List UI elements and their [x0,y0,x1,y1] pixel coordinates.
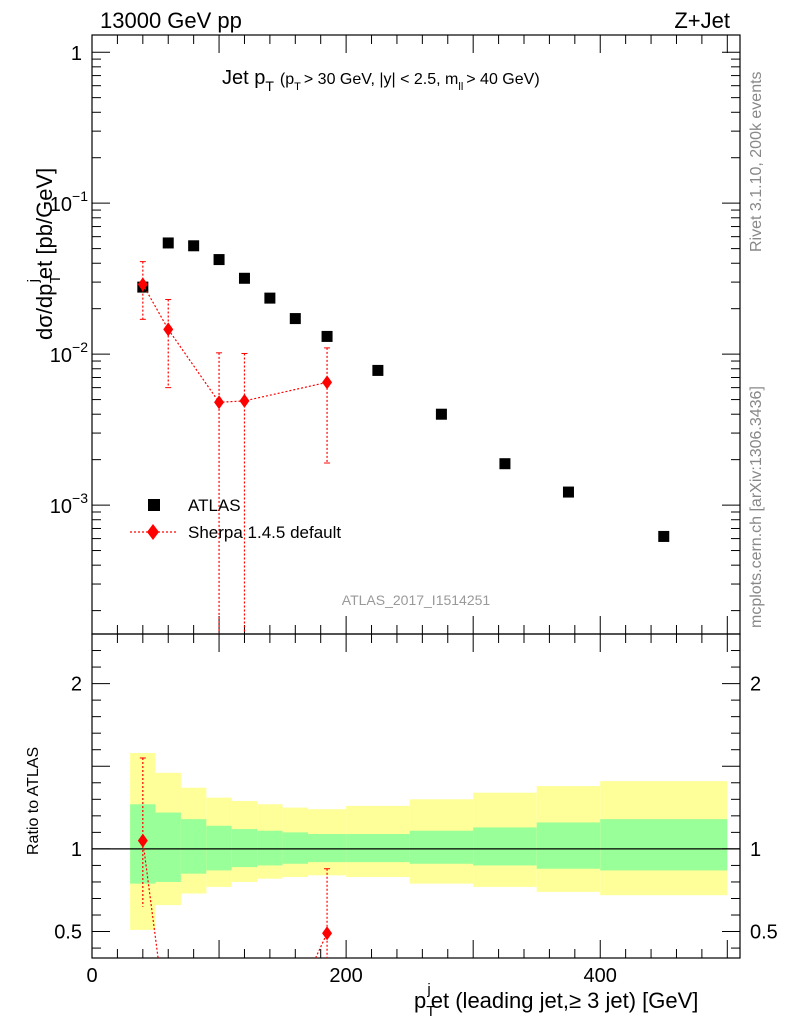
x-tick-label: 200 [329,965,362,987]
ratio-band-inner [231,829,258,868]
ratio-band-inner [206,825,232,871]
ratio-y-tick-label-right: 1 [750,839,761,861]
y-tick-label: 10−2 [50,339,88,367]
atlas-point [562,486,574,498]
ratio-band-inner [473,827,537,866]
atlas-point [289,313,301,325]
atlas-point [658,530,670,542]
ratio-y-tick-label-left: 1 [71,839,82,861]
sherpa-ratio-point [322,926,333,941]
sherpa-point [322,375,333,390]
ratio-band-inner [257,830,283,866]
process-label: Z+Jet [674,8,730,33]
ratio-panel: 0 200 400 0.5 0.5 1 1 2 2 [54,633,778,987]
legend-atlas-label: ATLAS [188,496,241,515]
sherpa-point [239,393,250,408]
atlas-point [321,330,333,342]
main-frame [91,34,741,635]
atlas-point [188,240,200,252]
y-tick-label: 1 [71,43,82,65]
x-axis-label: pTjet (leading jet,≥ 3 jet) [GeV] [414,981,698,1020]
ratio-y-axis-label: Ratio to ATLAS [25,747,42,855]
ratio-band-inner [600,819,728,871]
ratio-band-inner [180,819,207,874]
legend-sherpa-label: Sherpa 1.4.5 default [188,523,341,542]
sherpa-point [214,395,225,410]
plot-title: Jet pT (pT > 30 GeV, |y| < 2.5, mll > 40 Ge… [222,67,540,94]
ratio-y-tick-label-left: 0.5 [54,922,82,944]
y-tick-label: 10−1 [50,188,88,216]
rivet-version-label: Rivet 3.1.10, 200k events [748,71,765,252]
legend-sherpa-marker [147,524,159,540]
ratio-band-inner [282,832,308,864]
energy-label: 13000 GeV pp [100,8,242,33]
sherpa-ratio-line [315,932,328,959]
ratio-y-tick-label-right: 0.5 [750,922,778,944]
main-y-axis-label: dσ/dpTjet [pb/GeV] [25,168,64,340]
atlas-point [499,458,511,470]
ratio-band-inner [346,834,410,863]
atlas-point [162,237,174,249]
ratio-band-inner [409,830,474,864]
ratio-frame [91,633,741,959]
ratio-band-inner [155,812,181,882]
atlas-point [372,364,384,376]
mcplots-label: mcplots.cern.ch [arXiv:1306.3436] [748,386,765,628]
x-tick-label: 0 [86,965,97,987]
sherpa-line [142,284,328,403]
legend-atlas-marker [148,499,160,511]
ratio-y-tick-label-left: 2 [71,674,82,696]
main-panel: 1 10−1 10−2 10−3 [50,34,741,635]
y-tick-label: 10−3 [50,490,88,518]
atlas-point [213,254,225,266]
analysis-watermark: ATLAS_2017_I1514251 [342,592,491,608]
sherpa-point [137,277,148,292]
sherpa-point [163,322,174,337]
atlas-point [238,272,250,284]
legend: ATLAS Sherpa 1.4.5 default [130,496,341,542]
ratio-y-tick-label-right: 2 [750,674,761,696]
atlas-point [264,292,276,304]
ratio-band-inner [308,834,347,863]
ratio-band-inner [536,822,601,869]
x-tick-label: 400 [584,965,617,987]
atlas-point [435,408,447,420]
